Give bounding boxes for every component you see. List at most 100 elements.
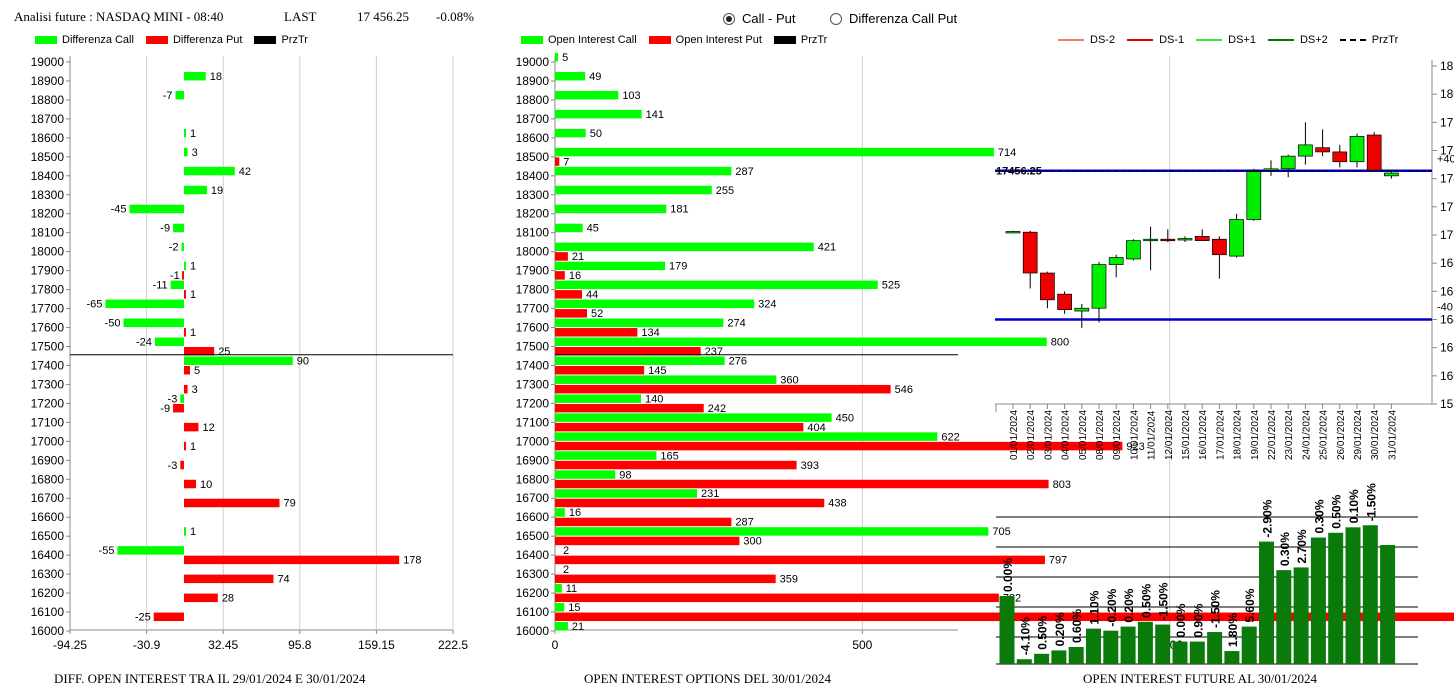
y-tick-label: 18400 [31,169,65,183]
future-footer: OPEN INTEREST FUTURE AL 30/01/2024 [1083,671,1318,686]
y-tick-label: 17000 [516,434,550,448]
data-label: 25 [218,346,230,358]
data-label: 287 [735,517,753,529]
data-label: -11 [153,280,168,292]
bar-call [555,90,619,100]
oi-bar [1034,653,1050,664]
oi-bar-label: 0.50% [1036,615,1050,649]
data-label: 3 [192,384,198,396]
data-label: 923 [1126,441,1144,453]
bar-call [183,261,186,271]
data-label: 300 [743,536,761,548]
data-label: 50 [590,128,602,140]
y-tick-label: 16600 [516,510,550,524]
data-label: 324 [758,299,776,311]
candle-body [1074,307,1090,312]
legend-ds+1: DS+1 [1196,34,1256,46]
candle-body [1384,172,1399,177]
candle-legend: DS-2 DS-1 DS+1 DS+2 PrzTr [1058,34,1410,46]
y-tick-label: 16500 [516,529,550,543]
radio-call-put-indicator[interactable] [723,12,735,25]
y-tick-label: 18100 [516,226,550,240]
data-label: -9 [160,403,170,415]
y-tick-label: 16500 [31,529,65,543]
bar-call [555,261,666,271]
bar-put [183,290,186,299]
date-tick-label: 25/01/2024 [1319,410,1330,460]
y-tick-label: 16100 [31,605,65,619]
price-tick-label: 16800 [1440,256,1454,270]
bar-put [555,271,565,280]
y-tick-label: 17600 [516,321,550,335]
price-tick-label: 17800 [1440,115,1454,129]
last-change: -0.08% [436,9,474,24]
bar-call [555,470,616,479]
candle-body [1108,257,1124,265]
oi-bar [1241,626,1257,664]
y-tick-label: 18100 [31,226,65,240]
date-tick-label: 19/01/2024 [1250,410,1261,460]
bar-put [555,536,740,546]
bar-put [183,328,186,337]
oi-bar-label: 0.00% [1001,558,1015,592]
y-tick-label: 17200 [516,396,550,410]
bar-call [555,508,565,517]
legend-ds-2: DS-2 [1058,34,1115,46]
legend-przt: PrzTr [1339,34,1398,46]
bar-call [555,413,832,422]
radio-call-put[interactable]: Call - Put [723,11,795,26]
y-tick-label: 16600 [31,510,65,524]
price-tick-label: 17400 [1440,172,1454,186]
bar-put [555,309,587,318]
bar-call [183,128,186,138]
legend-ds+2: DS+2 [1267,34,1328,46]
data-label: -50 [105,318,121,330]
legend-line [1196,39,1223,41]
candle-body [1091,264,1107,309]
legend-label: DS-1 [1159,34,1185,46]
candle-body [1177,238,1193,241]
radio-call-put-label: Call - Put [742,11,796,26]
bar-call [555,185,712,195]
radio-differenza-indicator[interactable] [830,12,842,25]
data-label: -45 [111,204,127,216]
radio-differenza-call-put[interactable]: Differenza Call Put [830,11,957,26]
data-label: 181 [670,204,688,216]
y-tick-label: 16900 [31,453,65,467]
date-tick-label: 02/01/2024 [1026,410,1037,460]
level-label: -40 [1437,302,1453,314]
legend-przt: PrzTr [254,34,308,46]
legend-label: Differenza Put [172,34,243,46]
data-label: 16 [569,507,581,519]
oi-bar [1310,537,1326,664]
candle-body [1332,151,1348,163]
date-tick-label: 31/01/2024 [1387,410,1398,460]
oi-bar [1362,525,1378,664]
y-tick-label: 16700 [31,491,65,505]
price-tick-label: 16600 [1440,284,1454,298]
instrument-title: Analisi future : NASDAQ MINI - 08:40 [14,9,224,24]
bar-call [183,147,188,157]
date-tick-label: 30/01/2024 [1370,410,1381,460]
data-label: -9 [160,223,170,235]
x-tick-label: 32.45 [208,638,238,652]
data-label: 438 [828,498,846,510]
candle-body [1057,293,1072,310]
legend-ds-1: DS-1 [1127,34,1184,46]
legend-oi-call: Open Interest Call [521,34,637,46]
oi-bar-label: 0.20% [1053,612,1067,646]
oi-bar [1103,630,1119,664]
bar-call [123,318,184,328]
data-label: -2 [169,242,179,254]
data-label: -24 [136,337,152,349]
y-tick-label: 16400 [31,548,65,562]
diff-footer: DIFF. OPEN INTEREST TRA IL 29/01/2024 E … [54,671,366,686]
y-tick-label: 18200 [31,207,65,221]
data-label: 49 [589,71,601,83]
oi-bar [1207,632,1223,664]
data-label: 274 [727,318,745,330]
y-tick-label: 18700 [31,112,65,126]
data-label: 12 [202,422,214,434]
data-label: 28 [222,593,234,605]
legend-differenza-put: Differenza Put [145,34,243,46]
